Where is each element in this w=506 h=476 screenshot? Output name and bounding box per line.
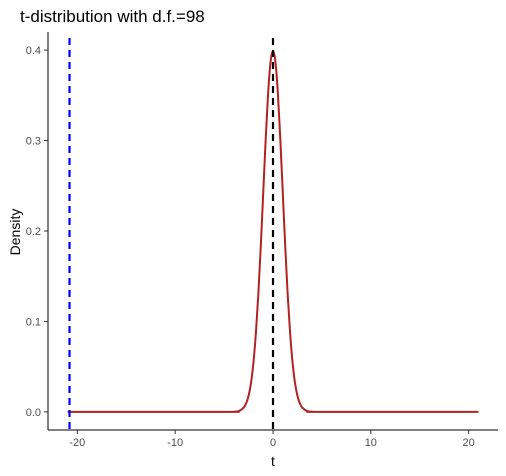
y-tick-label: 0.3	[26, 136, 41, 148]
axes	[44, 32, 498, 434]
x-tick-label: -20	[69, 437, 85, 449]
x-tick-label: -10	[167, 437, 183, 449]
chart-title: t-distribution with d.f.=98	[20, 7, 205, 26]
y-tick-label: 0.4	[26, 45, 41, 57]
tick-labels: -20 -10 0 10 20 0.0 0.1 0.2 0.3 0.4	[26, 45, 475, 449]
y-tick-label: 0.2	[26, 226, 41, 238]
y-tick-label: 0.1	[26, 316, 41, 328]
x-tick-label: 10	[365, 437, 377, 449]
y-tick-label: 0.0	[26, 407, 41, 419]
x-axis-title: t	[271, 453, 275, 469]
x-tick-label: 0	[270, 437, 276, 449]
y-axis-title: Density	[7, 209, 23, 256]
x-tick-label: 20	[463, 437, 475, 449]
plot-area	[67, 38, 479, 430]
